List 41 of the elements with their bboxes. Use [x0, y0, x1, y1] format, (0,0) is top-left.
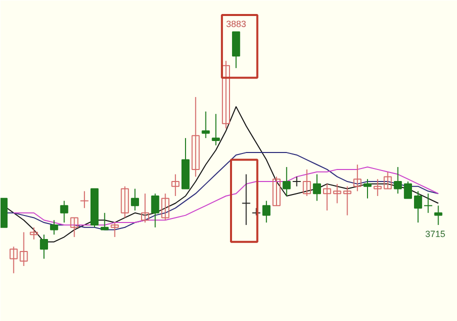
candlestick [333, 183, 342, 204]
candlestick [434, 205, 442, 226]
candlestick [404, 181, 412, 199]
candlestick [10, 246, 18, 274]
candlestick [192, 96, 200, 178]
candlestick [151, 193, 160, 228]
candlestick [80, 190, 89, 209]
candlestick [394, 166, 402, 194]
candlestick [141, 193, 150, 224]
candlestick [424, 193, 433, 214]
annotation: 3715 [425, 228, 446, 239]
candlestick [282, 166, 291, 196]
candlestick [343, 186, 352, 216]
text: 3883 [226, 19, 246, 30]
candlestick [110, 222, 119, 238]
candlestick [120, 186, 129, 218]
candlestick [312, 174, 321, 202]
candlestick [242, 174, 251, 226]
candlestick [70, 217, 78, 238]
candlestick [60, 200, 68, 224]
candlestick [202, 111, 210, 139]
candlestick [171, 174, 180, 196]
candlestick [40, 234, 48, 260]
candlestick [50, 220, 58, 236]
candlestick [302, 168, 311, 196]
candlestick [384, 171, 392, 190]
candlestick [30, 226, 38, 240]
candlestick [262, 200, 270, 224]
candlestick [363, 178, 372, 199]
candlestick [272, 176, 281, 206]
candlestick [100, 212, 109, 230]
candlestick [130, 188, 140, 211]
candlestick [374, 178, 382, 196]
candlestick [292, 176, 302, 187]
candlestick [20, 232, 28, 266]
candlestick [323, 183, 332, 211]
candlestick [222, 60, 230, 129]
candlestick [414, 190, 422, 224]
candlestick [212, 113, 220, 146]
candlestick [161, 193, 170, 221]
candlestick [353, 164, 362, 192]
